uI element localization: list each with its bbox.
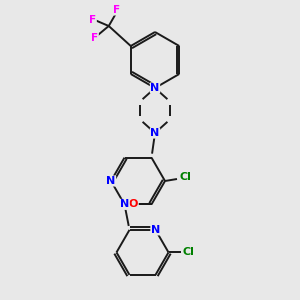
Text: N: N bbox=[120, 200, 129, 209]
Text: N: N bbox=[150, 128, 160, 138]
Text: N: N bbox=[151, 225, 160, 235]
Text: F: F bbox=[113, 5, 120, 15]
Text: F: F bbox=[91, 33, 98, 43]
Text: N: N bbox=[106, 176, 116, 186]
Text: N: N bbox=[150, 83, 160, 93]
Text: Cl: Cl bbox=[183, 248, 194, 257]
Text: O: O bbox=[129, 200, 138, 209]
Text: Cl: Cl bbox=[179, 172, 191, 182]
Text: F: F bbox=[89, 15, 96, 25]
